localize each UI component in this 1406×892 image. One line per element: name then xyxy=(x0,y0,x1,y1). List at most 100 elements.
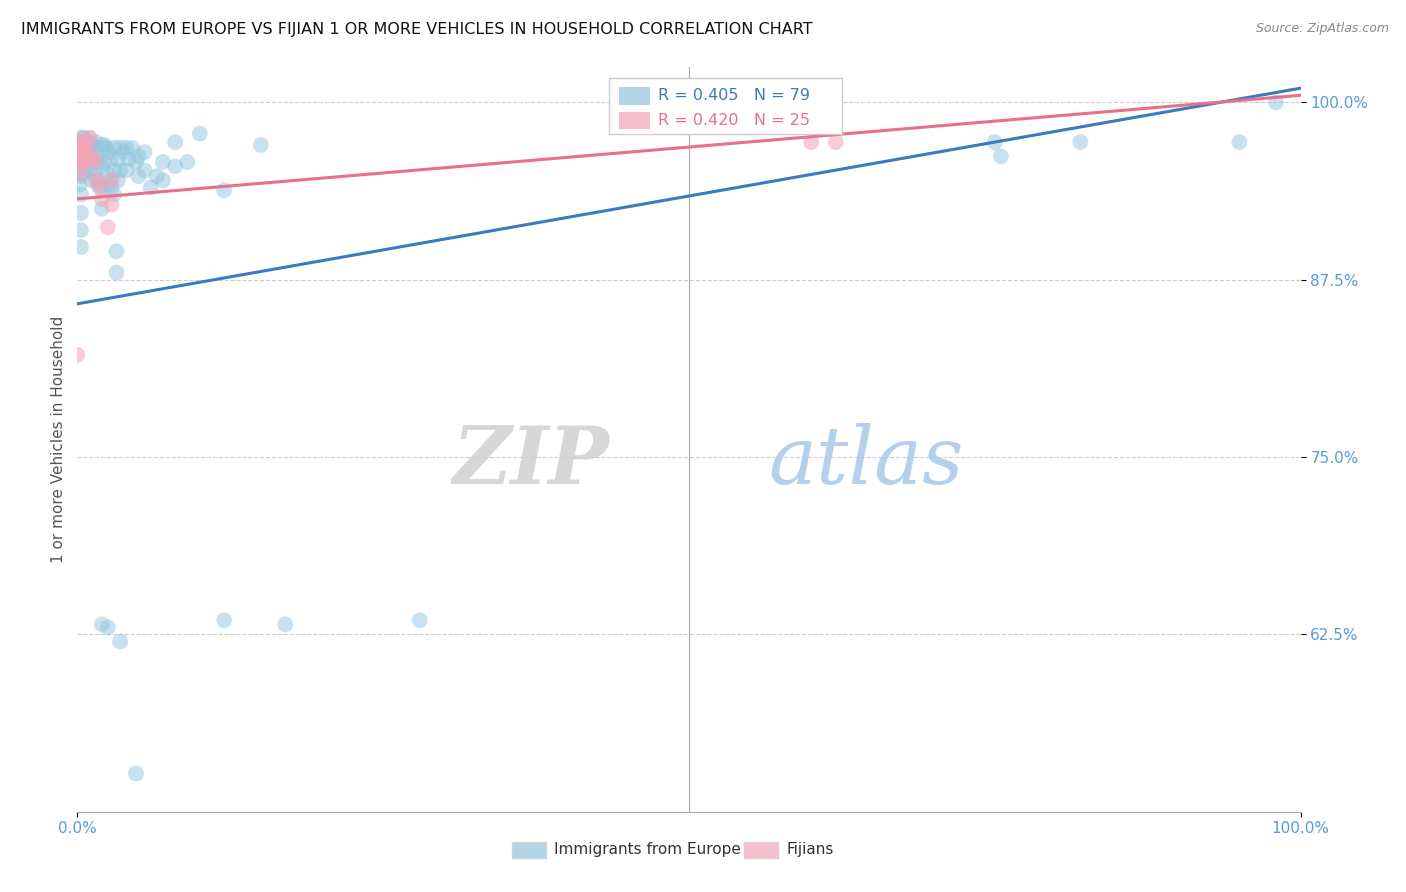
Point xyxy=(97,620,120,634)
Point xyxy=(146,169,169,183)
Point xyxy=(69,178,91,192)
Point xyxy=(274,617,297,632)
Point xyxy=(70,131,93,145)
Text: R = 0.405   N = 79: R = 0.405 N = 79 xyxy=(658,88,810,103)
Point xyxy=(84,173,107,187)
Point xyxy=(76,149,98,163)
FancyBboxPatch shape xyxy=(619,112,650,129)
Point xyxy=(96,166,118,180)
Point xyxy=(79,163,101,178)
Point xyxy=(80,137,103,152)
Point xyxy=(108,634,131,648)
Point xyxy=(79,145,101,159)
Point xyxy=(79,131,101,145)
Point xyxy=(80,152,103,166)
Point xyxy=(69,135,91,149)
Point xyxy=(70,141,93,155)
Point xyxy=(90,180,112,194)
Point xyxy=(212,613,235,627)
Point xyxy=(103,163,125,178)
Point xyxy=(66,348,89,362)
Point xyxy=(69,155,91,169)
Text: Source: ZipAtlas.com: Source: ZipAtlas.com xyxy=(1256,22,1389,36)
Point xyxy=(97,145,120,159)
Y-axis label: 1 or more Vehicles in Household: 1 or more Vehicles in Household xyxy=(51,316,66,563)
Point xyxy=(800,135,823,149)
Point xyxy=(84,149,107,163)
Point xyxy=(100,197,122,211)
Point xyxy=(70,145,93,159)
Point xyxy=(69,135,91,149)
Point xyxy=(76,135,98,149)
Point xyxy=(134,163,156,178)
Point xyxy=(112,145,135,159)
Point xyxy=(409,613,432,627)
Point xyxy=(176,155,198,169)
Point xyxy=(86,173,108,187)
Point xyxy=(76,152,98,166)
Point xyxy=(79,131,101,145)
Point xyxy=(76,135,98,149)
Point xyxy=(96,141,118,155)
Point xyxy=(70,159,93,173)
Point xyxy=(115,163,138,178)
Point xyxy=(70,149,93,163)
Text: Immigrants from Europe: Immigrants from Europe xyxy=(554,842,741,857)
Point xyxy=(125,155,148,169)
Point xyxy=(127,169,149,183)
Point xyxy=(93,137,115,152)
Point xyxy=(84,155,107,169)
Point xyxy=(105,266,128,280)
Point xyxy=(188,127,211,141)
Point xyxy=(89,178,111,192)
Point xyxy=(70,149,93,163)
Point xyxy=(69,145,91,159)
Point xyxy=(69,163,91,178)
Point xyxy=(86,155,108,169)
Point xyxy=(97,178,120,192)
Point xyxy=(127,149,149,163)
Point xyxy=(990,149,1012,163)
Point xyxy=(69,149,91,163)
Point xyxy=(152,173,174,187)
Point xyxy=(79,152,101,166)
Point xyxy=(70,135,93,149)
Point xyxy=(75,141,97,155)
Point xyxy=(824,135,846,149)
Point xyxy=(1265,95,1288,110)
FancyBboxPatch shape xyxy=(609,78,842,134)
Point xyxy=(108,141,131,155)
Point xyxy=(89,180,111,194)
Point xyxy=(125,766,148,780)
Text: R = 0.420   N = 25: R = 0.420 N = 25 xyxy=(658,113,810,128)
Point xyxy=(82,145,104,159)
Point xyxy=(70,240,93,254)
Point xyxy=(118,152,141,166)
Text: atlas: atlas xyxy=(769,423,965,500)
Point xyxy=(115,141,138,155)
Point xyxy=(139,180,162,194)
Point xyxy=(250,137,273,152)
Text: Fijians: Fijians xyxy=(787,842,834,857)
Point xyxy=(984,135,1007,149)
Point xyxy=(108,163,131,178)
Point xyxy=(80,149,103,163)
Point xyxy=(73,135,96,149)
Point xyxy=(80,137,103,152)
Point xyxy=(165,135,187,149)
Point xyxy=(121,141,143,155)
Point xyxy=(90,159,112,173)
Point xyxy=(90,137,112,152)
Point xyxy=(70,206,93,220)
FancyBboxPatch shape xyxy=(744,841,779,858)
Point xyxy=(100,173,122,187)
Point xyxy=(1229,135,1251,149)
Point xyxy=(84,169,107,183)
Point xyxy=(165,159,187,173)
Point xyxy=(72,155,94,169)
Point xyxy=(70,169,93,183)
Point xyxy=(80,155,103,169)
Point xyxy=(90,617,112,632)
Point xyxy=(1069,135,1091,149)
Point xyxy=(84,135,107,149)
